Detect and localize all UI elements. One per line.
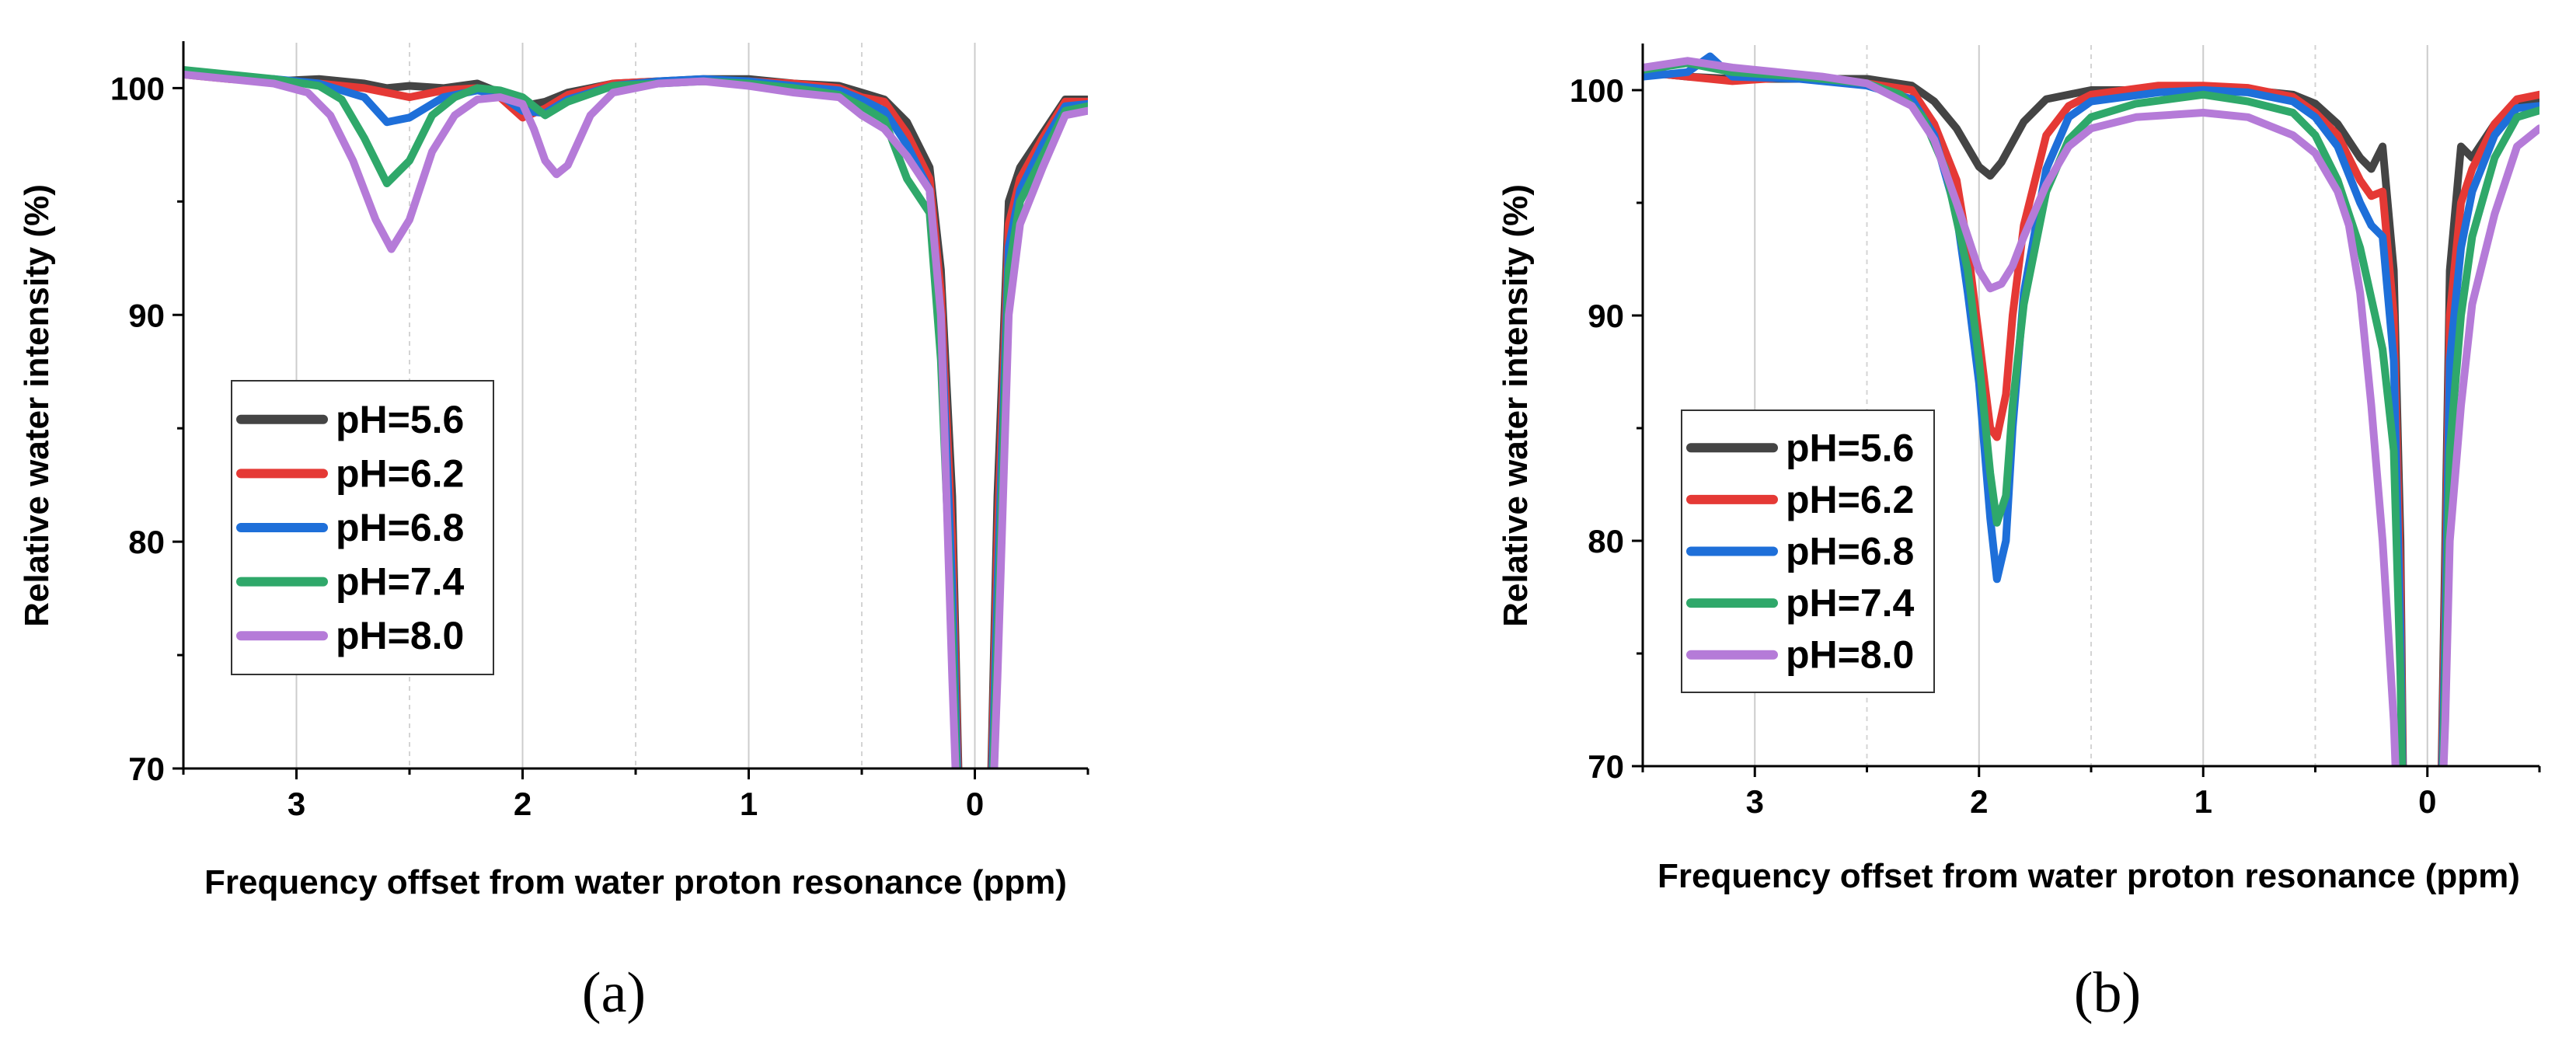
legend-a: pH=5.6 pH=6.2 pH=6.8 pH=7.4 pH=8.0	[231, 380, 494, 675]
legend-b: pH=5.6 pH=6.2 pH=6.8 pH=7.4 pH=8.0	[1681, 409, 1935, 693]
legend-label: pH=7.4	[336, 560, 465, 604]
x-tick-label: 1	[740, 786, 758, 822]
y-tick-label: 80	[128, 524, 165, 560]
x-tick-label: 3	[1746, 783, 1764, 820]
y-tick-label: 70	[128, 751, 165, 787]
legend-label: pH=6.2	[1786, 478, 1914, 521]
x-tick-label: 0	[2418, 783, 2436, 820]
x-axis-label-a: Frequency offset from water proton reson…	[204, 863, 1067, 901]
x-tick-label: 2	[1970, 783, 1988, 820]
legend-label: pH=5.6	[336, 398, 464, 441]
legend-label: pH=5.6	[1786, 426, 1914, 469]
y-tick-label: 90	[128, 297, 165, 333]
series-group-a	[183, 66, 1088, 768]
y-tick-label: 90	[1588, 298, 1624, 334]
series-line-ph-6-2	[1643, 68, 2539, 766]
legend-label: pH=8.0	[336, 614, 464, 657]
legend-label: pH=6.2	[336, 451, 464, 495]
x-axis-label-b: Frequency offset from water proton reson…	[1657, 857, 2520, 895]
y-axis-label-a: Relative water intensity (%)	[18, 184, 56, 627]
legend-label: pH=7.4	[1786, 581, 1915, 625]
series-line-ph-8-0	[183, 70, 1088, 768]
caption-b: (b)	[2074, 961, 2141, 1025]
axes-b: 3 2 1 0 70 80 90 100	[1570, 44, 2541, 820]
y-tick-label: 70	[1588, 748, 1624, 785]
axes-a: 3 2 1 0 70 80 90 100	[110, 41, 1089, 822]
y-tick-label: 80	[1588, 523, 1624, 559]
x-tick-label: 0	[966, 786, 984, 822]
legend-label: pH=8.0	[1786, 633, 1914, 677]
legend-box	[1681, 409, 1935, 693]
y-tick-label: 100	[110, 70, 165, 106]
caption-a: (a)	[582, 961, 646, 1025]
y-axis-label-b: Relative water intensity (%)	[1497, 184, 1535, 627]
legend-label: pH=6.8	[336, 506, 464, 549]
x-tick-label: 2	[514, 786, 532, 822]
y-tick-label: 100	[1570, 72, 1624, 109]
legend-label: pH=6.8	[1786, 530, 1914, 573]
series-line-ph-8-0	[1643, 57, 2539, 766]
x-tick-label: 1	[2194, 783, 2212, 820]
x-tick-label: 3	[288, 786, 305, 822]
